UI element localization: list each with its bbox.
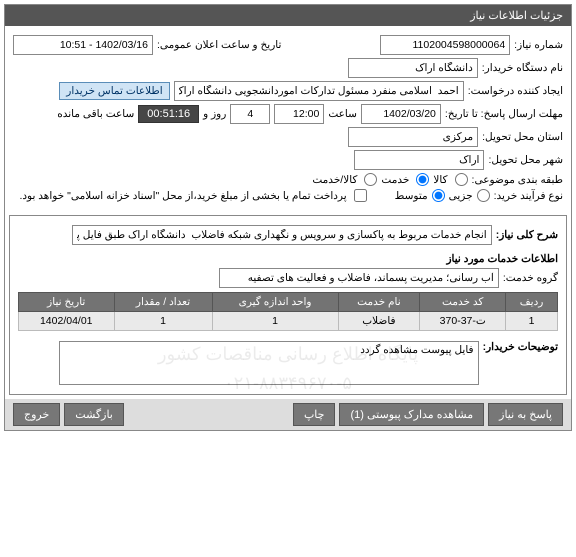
panel-body: شماره نیاز: تاریخ و ساعت اعلان عمومی: نا…: [5, 26, 571, 211]
buyer-notes-field: [59, 341, 479, 385]
cat-kalakhedmat-label: کالا/خدمت: [312, 174, 357, 186]
cell-qty: 1: [114, 312, 212, 331]
col-unit: واحد اندازه گیری: [212, 293, 338, 312]
proc-mid-label: متوسط: [395, 190, 428, 202]
respond-button[interactable]: پاسخ به نیاز: [488, 403, 563, 426]
table-row[interactable]: 1 ت-37-370 فاضلاب 1 1 1402/04/01: [19, 312, 558, 331]
remaining-time: 00:51:16: [138, 105, 199, 123]
day-and-label: روز و: [203, 108, 226, 120]
services-header: اطلاعات خدمات مورد نیاز: [446, 253, 558, 265]
buyer-contact-button[interactable]: اطلاعات تماس خریدار: [59, 82, 169, 100]
cat-khedmat-label: خدمت: [381, 174, 409, 186]
cat-kalakhedmat-radio[interactable]: [364, 173, 377, 186]
need-no-field: [380, 35, 510, 55]
buyer-notes-label: توضیحات خریدار:: [483, 341, 558, 353]
col-name: نام خدمت: [338, 293, 420, 312]
deadline-hour-field: [274, 104, 324, 124]
cell-row: 1: [506, 312, 558, 331]
service-group-label: گروه خدمت:: [503, 272, 558, 284]
hour-label-1: ساعت: [328, 108, 357, 120]
need-no-label: شماره نیاز:: [514, 39, 563, 51]
remain-label: ساعت باقی مانده: [57, 108, 134, 120]
table-header-row: ردیف کد خدمت نام خدمت واحد اندازه گیری ت…: [19, 293, 558, 312]
delivery-prov-field: [348, 127, 478, 147]
days-field: [230, 104, 270, 124]
exit-button[interactable]: خروج: [13, 403, 60, 426]
proc-partial-radio[interactable]: [477, 189, 490, 202]
deadline-label: مهلت ارسال پاسخ: تا تاریخ:: [445, 108, 563, 120]
proc-note-label: پرداخت تمام یا بخشی از مبلغ خرید،از محل …: [19, 190, 346, 202]
announce-field: [13, 35, 153, 55]
cat-kala-radio[interactable]: [455, 173, 468, 186]
proc-mid-radio[interactable]: [432, 189, 445, 202]
proc-partial-label: جزیی: [449, 190, 473, 202]
proc-note-checkbox[interactable]: [354, 189, 367, 202]
attachments-button[interactable]: مشاهده مدارک پیوستی (1): [339, 403, 484, 426]
delivery-city-label: شهر محل تحویل:: [488, 154, 563, 166]
print-button[interactable]: چاپ: [293, 403, 336, 426]
announce-label: تاریخ و ساعت اعلان عمومی:: [157, 39, 281, 51]
col-code: کد خدمت: [420, 293, 506, 312]
category-label: طبقه بندی موضوعی:: [472, 174, 563, 186]
back-button[interactable]: بازگشت: [64, 403, 124, 426]
buyer-org-field: [348, 58, 478, 78]
footer-buttons: پاسخ به نیاز مشاهده مدارک پیوستی (1) چاپ…: [5, 399, 571, 430]
need-title-label: شرح کلی نیاز:: [496, 229, 558, 241]
deadline-date-field: [361, 104, 441, 124]
services-table: ردیف کد خدمت نام خدمت واحد اندازه گیری ت…: [18, 292, 558, 331]
cat-kala-label: کالا: [433, 174, 447, 186]
panel-title: جزئیات اطلاعات نیاز: [5, 5, 571, 26]
service-group-field: [219, 268, 499, 288]
delivery-prov-label: استان محل تحویل:: [482, 131, 563, 143]
col-row: ردیف: [506, 293, 558, 312]
need-detail-sub: شرح کلی نیاز: اطلاعات خدمات مورد نیاز گر…: [9, 215, 567, 395]
col-qty: تعداد / مقدار: [114, 293, 212, 312]
need-title-field: [72, 225, 492, 245]
buyer-org-label: نام دستگاه خریدار:: [482, 62, 563, 74]
needs-details-panel: جزئیات اطلاعات نیاز شماره نیاز: تاریخ و …: [4, 4, 572, 431]
cell-date: 1402/04/01: [19, 312, 115, 331]
requester-field: [174, 81, 464, 101]
proc-type-label: نوع فرآیند خرید:: [494, 190, 563, 202]
cell-code: ت-37-370: [420, 312, 506, 331]
delivery-city-field: [354, 150, 484, 170]
cell-name: فاضلاب: [338, 312, 420, 331]
col-date: تاریخ نیاز: [19, 293, 115, 312]
cell-unit: 1: [212, 312, 338, 331]
requester-label: ایجاد کننده درخواست:: [468, 85, 563, 97]
cat-khedmat-radio[interactable]: [416, 173, 429, 186]
